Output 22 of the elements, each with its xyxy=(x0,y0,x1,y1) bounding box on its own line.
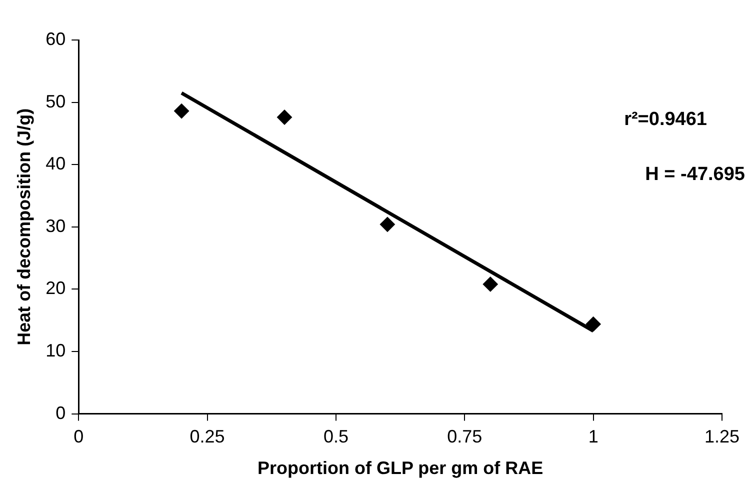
y-tick-label: 40 xyxy=(46,154,66,174)
y-tick-label: 0 xyxy=(56,402,66,423)
annotation: H = -47.695 xyxy=(645,164,746,186)
y-tick-label: 60 xyxy=(46,28,66,49)
y-axis-title: Heat of decomposition (J/g) xyxy=(14,108,34,346)
y-tick-label: 10 xyxy=(46,340,66,360)
x-tick-label: 0 xyxy=(74,426,84,447)
point xyxy=(380,216,395,232)
x-tick-label: 0.5 xyxy=(323,426,348,447)
annotation: r²=0.9461 xyxy=(624,109,708,130)
y-tick-label: 50 xyxy=(46,91,66,112)
x-axis-title: Proportion of GLP per gm of RAE xyxy=(257,458,544,478)
point xyxy=(586,316,601,332)
point xyxy=(174,104,190,119)
x-tick-label: 0.75 xyxy=(447,426,482,447)
x-tick-label: 0.25 xyxy=(190,426,225,447)
point xyxy=(277,110,292,125)
y-tick-label: 30 xyxy=(46,216,66,236)
x-tick-label: 1 xyxy=(588,426,598,447)
y-tick-label: 20 xyxy=(46,278,66,298)
x-tick-label: 1.25 xyxy=(704,426,740,447)
point xyxy=(482,276,498,292)
